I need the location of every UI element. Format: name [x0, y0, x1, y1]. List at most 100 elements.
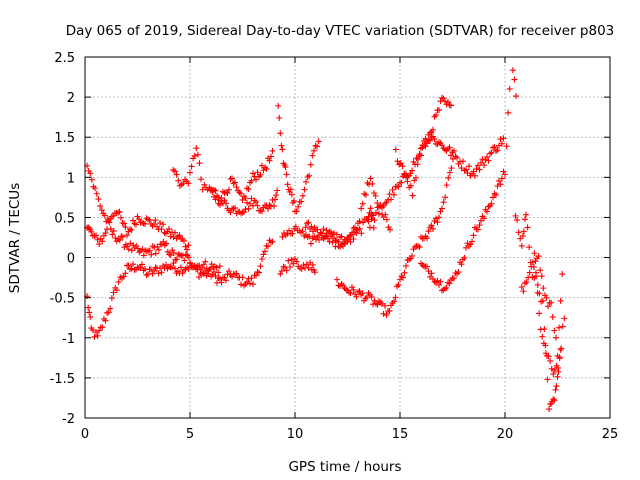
data-point: [500, 168, 507, 175]
data-point: [288, 256, 295, 263]
data-point: [202, 258, 209, 265]
data-point: [544, 376, 551, 383]
data-point: [94, 332, 101, 339]
data-point: [279, 233, 286, 240]
data-point: [537, 267, 544, 274]
data-point: [185, 180, 192, 187]
data-point: [110, 227, 117, 234]
data-point: [520, 228, 527, 235]
data-point: [128, 227, 135, 234]
data-point: [528, 263, 535, 270]
series-track-14: [512, 211, 566, 359]
data-point: [467, 241, 474, 248]
data-point: [136, 216, 142, 223]
data-point: [548, 365, 555, 372]
data-point: [406, 256, 412, 263]
x-tick-label: 15: [392, 427, 409, 442]
data-point: [391, 191, 397, 198]
data-point: [104, 216, 111, 223]
data-point: [323, 233, 330, 240]
data-point: [244, 279, 250, 286]
data-point: [443, 284, 450, 291]
data-point: [481, 162, 487, 169]
data-point: [395, 281, 402, 288]
y-tick-label: 1: [67, 171, 75, 186]
data-point: [436, 214, 442, 221]
data-point: [122, 270, 129, 277]
data-point: [400, 274, 406, 281]
data-point: [139, 219, 145, 226]
data-point: [452, 270, 459, 277]
data-point: [140, 252, 147, 259]
data-point: [445, 279, 451, 286]
data-point: [513, 93, 520, 100]
data-point: [356, 225, 363, 232]
data-point: [292, 223, 299, 230]
data-point: [499, 175, 505, 182]
data-point: [460, 158, 466, 165]
series-track-4: [170, 145, 276, 204]
data-point: [182, 243, 189, 250]
data-point: [386, 307, 393, 314]
data-point: [176, 232, 183, 239]
data-point: [248, 275, 255, 282]
data-point: [283, 267, 290, 274]
data-point: [260, 167, 267, 174]
data-point: [552, 334, 559, 341]
data-point: [209, 188, 216, 195]
data-point: [439, 94, 445, 101]
data-point: [274, 187, 281, 194]
data-point: [253, 176, 259, 183]
data-point: [442, 194, 449, 201]
data-point: [146, 217, 153, 224]
data-point: [350, 286, 357, 293]
data-point: [221, 197, 228, 204]
data-point: [402, 170, 409, 177]
data-point: [476, 166, 483, 173]
data-point: [391, 298, 397, 305]
data-point: [293, 258, 300, 265]
data-point: [434, 219, 441, 226]
data-point: [187, 169, 193, 176]
data-point: [382, 211, 389, 218]
data-point: [244, 185, 250, 192]
data-point: [314, 143, 321, 150]
data-point: [334, 231, 340, 238]
data-point: [305, 219, 312, 226]
data-point: [116, 237, 123, 244]
data-point: [102, 230, 109, 237]
data-point: [464, 169, 471, 176]
data-point: [497, 136, 504, 143]
data-point: [451, 147, 457, 154]
y-tick-label: -1.5: [50, 372, 75, 387]
data-point: [245, 205, 252, 212]
data-point: [260, 251, 267, 258]
data-point: [97, 203, 104, 210]
data-point: [229, 175, 235, 182]
data-point: [497, 181, 504, 188]
data-point: [299, 192, 306, 199]
data-point: [148, 251, 155, 258]
data-point: [526, 244, 533, 251]
data-point: [362, 191, 369, 198]
data-point: [188, 163, 195, 170]
data-point: [130, 261, 136, 268]
data-point: [388, 196, 394, 203]
data-point: [151, 221, 157, 228]
data-point: [306, 233, 313, 240]
series-track-12: [392, 133, 507, 199]
data-point: [553, 383, 560, 390]
data-point: [101, 212, 108, 219]
data-point: [554, 373, 561, 380]
data-point: [124, 232, 130, 239]
data-point: [241, 282, 247, 289]
data-point: [331, 230, 337, 237]
data-point: [556, 354, 563, 361]
data-point: [392, 146, 399, 153]
data-point: [446, 144, 453, 151]
data-point: [230, 180, 237, 187]
series-track-3: [84, 162, 223, 276]
data-point: [119, 233, 126, 240]
data-point: [415, 242, 421, 249]
data-point: [173, 171, 180, 178]
